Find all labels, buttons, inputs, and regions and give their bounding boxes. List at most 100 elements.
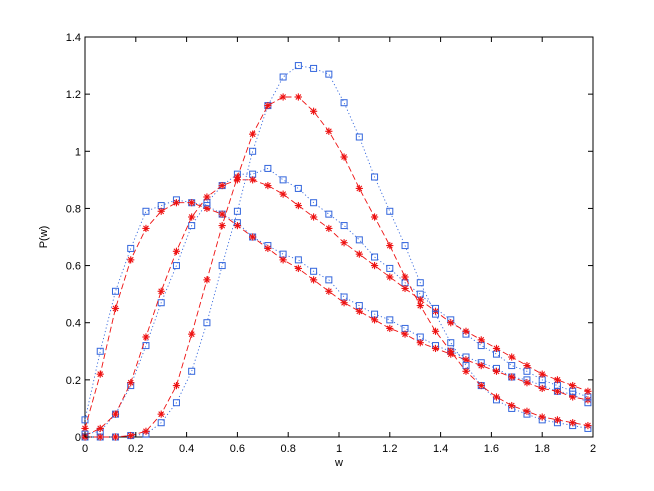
- data-point-asterisk: [523, 379, 531, 387]
- data-point-asterisk: [294, 93, 302, 101]
- data-point-asterisk: [401, 284, 409, 293]
- data-point-asterisk: [431, 327, 440, 335]
- data-point-asterisk: [310, 213, 318, 221]
- data-point-asterisk: [401, 273, 409, 281]
- data-point-asterisk: [264, 101, 272, 110]
- data-point-square: [203, 319, 211, 327]
- data-point-square: [432, 310, 440, 318]
- x-tick-label: 1: [336, 443, 342, 455]
- data-point-asterisk: [157, 207, 165, 215]
- data-point-asterisk: [142, 333, 150, 341]
- data-point-asterisk: [553, 376, 562, 384]
- x-tick-label: 1.2: [382, 443, 397, 455]
- data-point-square: [172, 399, 180, 407]
- data-point-asterisk: [188, 199, 196, 207]
- x-tick-label: 1.6: [484, 443, 499, 455]
- data-point-asterisk: [279, 190, 287, 198]
- data-point-asterisk: [569, 419, 577, 427]
- data-point-asterisk: [249, 233, 257, 241]
- data-point-square: [142, 207, 150, 215]
- data-point-asterisk: [508, 373, 516, 381]
- data-point-square: [188, 367, 196, 375]
- data-point-asterisk: [431, 344, 440, 353]
- data-point-asterisk: [203, 193, 211, 201]
- data-point-asterisk: [340, 299, 348, 307]
- x-tick-label: 0.2: [128, 443, 143, 455]
- data-point-asterisk: [538, 413, 546, 421]
- data-point-asterisk: [370, 213, 379, 221]
- data-point-asterisk: [157, 287, 165, 295]
- data-point-asterisk: [310, 107, 318, 115]
- data-point-asterisk: [584, 421, 592, 430]
- data-point-asterisk: [203, 204, 211, 213]
- data-point-asterisk: [279, 93, 287, 101]
- data-point-asterisk: [462, 367, 470, 375]
- data-point-asterisk: [96, 433, 104, 441]
- data-point-asterisk: [447, 347, 455, 355]
- data-point-square: [310, 267, 318, 275]
- data-point-asterisk: [325, 287, 333, 295]
- data-point-square: [325, 210, 333, 218]
- data-point-asterisk: [188, 330, 196, 338]
- data-point-asterisk: [127, 431, 135, 440]
- data-point-square: [325, 70, 333, 78]
- data-point-asterisk: [142, 427, 150, 435]
- data-point-square: [249, 147, 257, 155]
- data-point-asterisk: [508, 353, 516, 361]
- data-point-asterisk: [553, 387, 562, 395]
- data-point-asterisk: [310, 276, 318, 284]
- data-point-asterisk: [111, 410, 120, 418]
- series-1: [81, 199, 592, 433]
- data-point-square: [340, 222, 348, 230]
- data-point-asterisk: [142, 224, 150, 233]
- data-point-square: [355, 133, 363, 141]
- data-point-asterisk: [386, 273, 394, 281]
- data-point-square: [401, 242, 409, 250]
- data-point-asterisk: [477, 336, 485, 344]
- data-point-asterisk: [96, 424, 104, 433]
- x-tick-label: 1.4: [433, 443, 448, 455]
- data-point-asterisk: [569, 381, 577, 390]
- data-point-square: [294, 62, 302, 70]
- data-point-asterisk: [416, 339, 424, 347]
- data-point-asterisk: [157, 410, 165, 418]
- data-point-asterisk: [249, 130, 257, 138]
- series-3: [81, 176, 592, 440]
- data-point-square: [188, 222, 196, 230]
- data-point-asterisk: [462, 356, 470, 364]
- data-point-asterisk: [401, 330, 409, 338]
- data-point-asterisk: [538, 384, 546, 393]
- data-point-asterisk: [523, 361, 531, 370]
- data-point-asterisk: [492, 393, 501, 401]
- data-point-asterisk: [355, 250, 363, 258]
- data-point-asterisk: [111, 433, 120, 441]
- data-point-asterisk: [294, 201, 302, 210]
- data-point-square: [233, 207, 241, 215]
- data-point-asterisk: [370, 316, 379, 324]
- data-point-square: [371, 173, 379, 181]
- data-point-square: [81, 416, 89, 424]
- data-point-asterisk: [127, 256, 135, 264]
- data-point-asterisk: [508, 401, 516, 410]
- data-point-asterisk: [218, 181, 226, 190]
- data-point-asterisk: [477, 381, 485, 390]
- y-tick-label: 1.4: [66, 32, 81, 44]
- data-point-square: [325, 276, 333, 284]
- data-point-asterisk: [462, 327, 470, 335]
- data-point-square: [386, 264, 394, 272]
- data-point-asterisk: [355, 184, 363, 193]
- data-point-asterisk: [492, 367, 501, 375]
- y-tick-label: 0: [75, 432, 81, 444]
- data-point-square: [340, 99, 348, 107]
- y-tick-label: 0.4: [66, 318, 81, 330]
- plot-area: [84, 36, 594, 438]
- data-point-asterisk: [325, 127, 333, 135]
- data-point-square: [111, 287, 119, 295]
- data-point-square: [355, 236, 363, 244]
- series-line: [84, 179, 589, 436]
- data-point-square: [157, 299, 165, 307]
- data-point-asterisk: [538, 370, 546, 378]
- series-line: [84, 199, 589, 420]
- data-point-asterisk: [294, 264, 302, 273]
- y-tick-label: 0.2: [66, 375, 81, 387]
